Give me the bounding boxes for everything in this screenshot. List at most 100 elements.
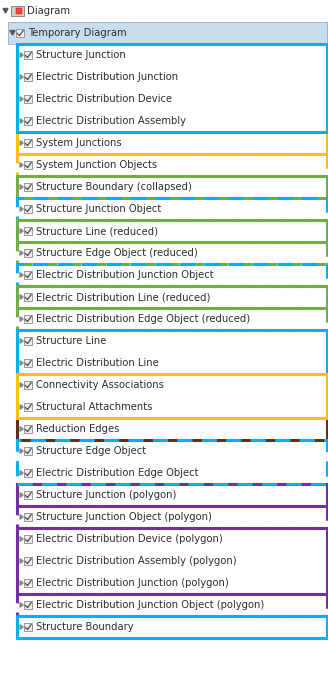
Polygon shape xyxy=(20,273,23,277)
Bar xyxy=(17,198,327,220)
Bar xyxy=(17,44,327,132)
Bar xyxy=(17,484,327,506)
Polygon shape xyxy=(20,97,23,101)
Text: Electric Distribution Line: Electric Distribution Line xyxy=(36,358,159,368)
Bar xyxy=(24,205,32,213)
Bar xyxy=(16,29,24,38)
Bar xyxy=(24,601,32,609)
Polygon shape xyxy=(20,207,23,212)
Polygon shape xyxy=(3,8,8,13)
Polygon shape xyxy=(20,163,23,167)
Polygon shape xyxy=(20,537,23,541)
Bar xyxy=(16,8,22,14)
Bar xyxy=(24,73,32,81)
Bar xyxy=(17,220,327,242)
Text: Structure Junction Object (polygon): Structure Junction Object (polygon) xyxy=(36,512,212,522)
Bar xyxy=(8,22,328,44)
Text: Electric Distribution Junction (polygon): Electric Distribution Junction (polygon) xyxy=(36,578,229,588)
Bar xyxy=(24,403,32,411)
Polygon shape xyxy=(20,184,23,189)
Polygon shape xyxy=(20,361,23,365)
Bar xyxy=(24,447,32,455)
Bar xyxy=(24,51,32,59)
Bar xyxy=(11,6,24,16)
Polygon shape xyxy=(20,229,23,233)
Bar xyxy=(17,308,327,330)
Polygon shape xyxy=(20,317,23,322)
Bar xyxy=(24,358,32,367)
Bar xyxy=(24,513,32,521)
Text: Structure Junction (polygon): Structure Junction (polygon) xyxy=(36,490,176,500)
Bar xyxy=(17,330,327,374)
Bar xyxy=(17,286,327,308)
Bar xyxy=(17,506,327,528)
Bar xyxy=(24,271,32,279)
Polygon shape xyxy=(20,251,23,255)
Polygon shape xyxy=(20,405,23,409)
Bar xyxy=(17,264,327,286)
Text: Electric Distribution Assembly: Electric Distribution Assembly xyxy=(36,116,186,126)
Text: Electric Distribution Junction: Electric Distribution Junction xyxy=(36,72,178,82)
Text: Electric Distribution Device (polygon): Electric Distribution Device (polygon) xyxy=(36,534,223,544)
Polygon shape xyxy=(20,383,23,387)
Polygon shape xyxy=(20,427,23,432)
Text: Structure Junction: Structure Junction xyxy=(36,50,126,60)
Polygon shape xyxy=(20,53,23,57)
Text: Structure Junction Object: Structure Junction Object xyxy=(36,204,161,214)
Text: Structural Attachments: Structural Attachments xyxy=(36,402,153,412)
Text: Temporary Diagram: Temporary Diagram xyxy=(28,28,127,38)
Bar xyxy=(24,557,32,565)
Bar xyxy=(17,440,327,484)
Bar xyxy=(24,381,32,389)
Bar xyxy=(24,468,32,477)
Bar xyxy=(24,117,32,125)
Text: Structure Line: Structure Line xyxy=(36,336,106,346)
Bar xyxy=(17,176,327,198)
Polygon shape xyxy=(20,470,23,475)
Polygon shape xyxy=(20,493,23,497)
Bar xyxy=(24,183,32,191)
Bar xyxy=(17,594,327,616)
Bar xyxy=(17,528,327,594)
Text: Electric Distribution Edge Object (reduced): Electric Distribution Edge Object (reduc… xyxy=(36,314,250,324)
Text: Structure Line (reduced): Structure Line (reduced) xyxy=(36,226,158,236)
Polygon shape xyxy=(20,559,23,563)
Text: Structure Boundary: Structure Boundary xyxy=(36,622,133,632)
Polygon shape xyxy=(20,449,23,453)
Bar xyxy=(24,337,32,345)
Text: Electric Distribution Line (reduced): Electric Distribution Line (reduced) xyxy=(36,292,210,302)
Text: Reduction Edges: Reduction Edges xyxy=(36,424,119,434)
Polygon shape xyxy=(20,119,23,123)
Bar xyxy=(24,623,32,631)
Bar xyxy=(24,248,32,258)
Bar xyxy=(8,22,327,44)
Bar xyxy=(17,616,327,638)
Text: Electric Distribution Junction Object (polygon): Electric Distribution Junction Object (p… xyxy=(36,600,264,610)
Text: Electric Distribution Device: Electric Distribution Device xyxy=(36,94,172,104)
Text: Electric Distribution Edge Object: Electric Distribution Edge Object xyxy=(36,468,198,478)
Bar xyxy=(17,242,327,264)
Bar xyxy=(24,425,32,433)
Polygon shape xyxy=(20,74,23,79)
Polygon shape xyxy=(20,294,23,299)
Bar xyxy=(24,491,32,499)
Text: Connectivity Associations: Connectivity Associations xyxy=(36,380,164,390)
Bar xyxy=(17,154,327,176)
Text: Structure Edge Object (reduced): Structure Edge Object (reduced) xyxy=(36,248,198,258)
Bar xyxy=(24,579,32,587)
Text: System Junctions: System Junctions xyxy=(36,138,122,148)
Polygon shape xyxy=(20,580,23,585)
Text: Structure Boundary (collapsed): Structure Boundary (collapsed) xyxy=(36,182,192,192)
Bar xyxy=(17,374,327,418)
Bar xyxy=(24,95,32,103)
Polygon shape xyxy=(10,31,15,35)
Polygon shape xyxy=(20,515,23,519)
Polygon shape xyxy=(20,141,23,145)
Bar xyxy=(24,139,32,148)
Bar xyxy=(24,161,32,169)
Polygon shape xyxy=(20,603,23,607)
Polygon shape xyxy=(20,625,23,629)
Text: Electric Distribution Assembly (polygon): Electric Distribution Assembly (polygon) xyxy=(36,556,236,566)
Text: Structure Edge Object: Structure Edge Object xyxy=(36,446,146,456)
Bar xyxy=(24,535,32,544)
